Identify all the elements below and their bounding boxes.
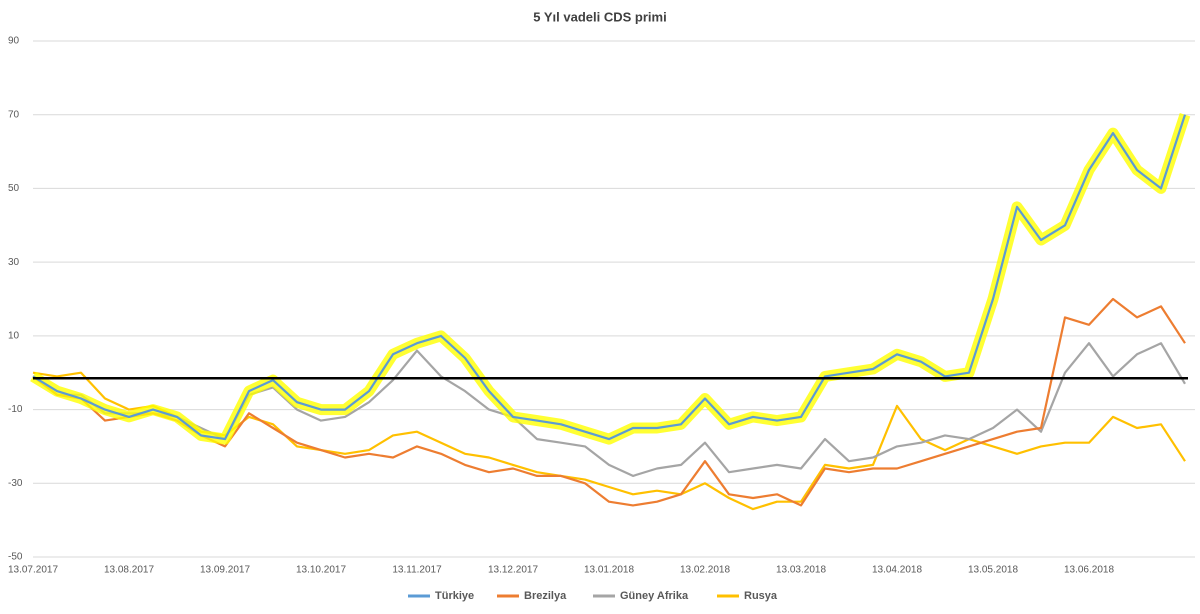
legend-label: Türkiye xyxy=(435,590,474,602)
legend-label: Güney Afrika xyxy=(620,590,689,602)
x-tick-label: 13.09.2017 xyxy=(200,565,250,576)
series-line xyxy=(32,114,1187,441)
chart-title: 5 Yıl vadeli CDS primi xyxy=(533,9,666,24)
y-tick-label: 50 xyxy=(8,183,20,194)
y-tick-label: -10 xyxy=(8,404,23,415)
highlight-glow xyxy=(30,112,1191,445)
x-tick-label: 13.11.2017 xyxy=(392,565,442,576)
x-tick-label: 13.03.2018 xyxy=(776,565,826,576)
x-tick-label: 13.04.2018 xyxy=(872,565,922,576)
x-tick-label: 13.06.2018 xyxy=(1064,565,1114,576)
x-tick-label: 13.10.2017 xyxy=(296,565,346,576)
y-tick-label: 90 xyxy=(8,36,20,47)
series-line xyxy=(32,297,1186,507)
x-tick-label: 13.07.2017 xyxy=(8,565,58,576)
x-tick-label: 13.05.2018 xyxy=(968,565,1018,576)
legend-label: Rusya xyxy=(744,590,778,602)
y-tick-label: 70 xyxy=(8,109,20,120)
legend-label: Brezilya xyxy=(524,590,567,602)
x-tick-label: 13.01.2018 xyxy=(584,565,634,576)
y-tick-label: -50 xyxy=(8,552,23,563)
x-tick-label: 13.08.2017 xyxy=(104,565,154,576)
x-tick-label: 13.12.2017 xyxy=(488,565,538,576)
x-tick-label: 13.02.2018 xyxy=(680,565,730,576)
y-tick-label: 30 xyxy=(8,257,20,268)
y-tick-label: 10 xyxy=(8,330,20,341)
y-tick-label: -30 xyxy=(8,478,23,489)
